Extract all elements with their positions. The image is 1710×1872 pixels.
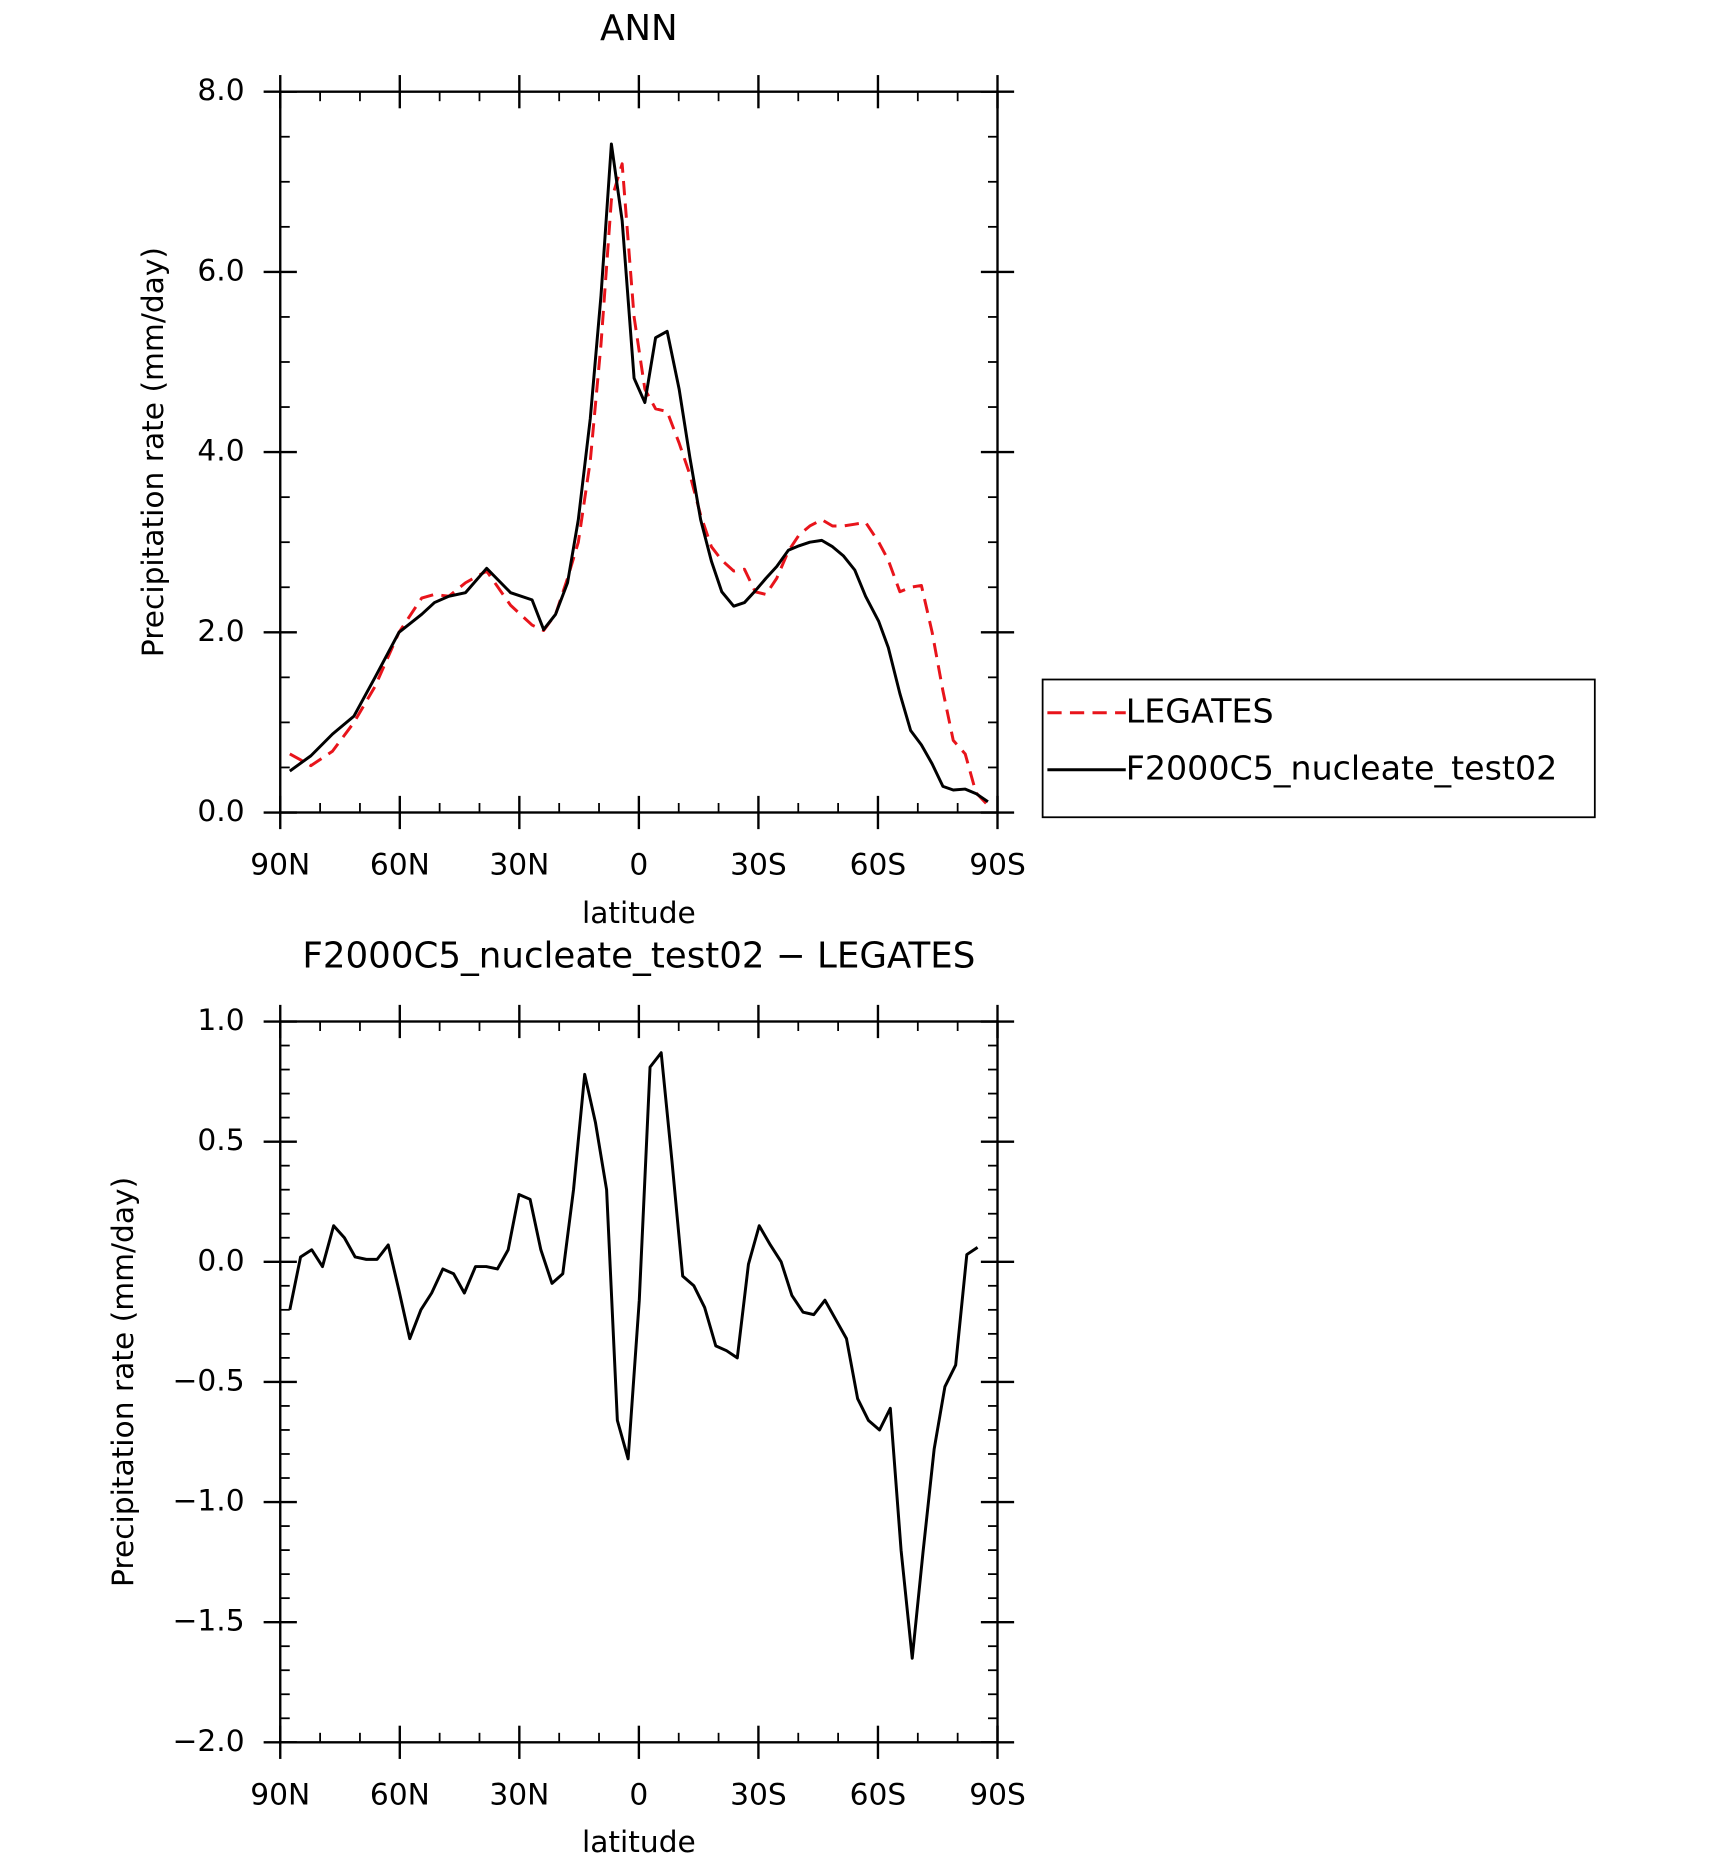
x-tick-label: 30S bbox=[730, 1776, 787, 1811]
x-tick-label: 30N bbox=[489, 1776, 549, 1811]
plot-frame bbox=[279, 1020, 999, 1744]
y-tick-label: −1.0 bbox=[173, 1483, 245, 1518]
x-tick-label: 60S bbox=[850, 846, 907, 881]
chart-title: ANN bbox=[600, 8, 678, 49]
y-tick-label: 0.5 bbox=[197, 1122, 244, 1157]
y-tick-label: 1.0 bbox=[197, 1002, 244, 1037]
y-axis-label: Precipitation rate (mm/day) bbox=[105, 1177, 140, 1587]
x-tick-label: 0 bbox=[629, 846, 648, 881]
x-axis-label: latitude bbox=[582, 1824, 696, 1859]
y-tick-label: 8.0 bbox=[197, 72, 244, 107]
y-tick-label: −2.0 bbox=[173, 1723, 245, 1758]
legend-label: LEGATES bbox=[1126, 691, 1274, 730]
x-tick-label: 90N bbox=[250, 1776, 310, 1811]
x-tick-label: 30S bbox=[730, 846, 787, 881]
y-tick-label: −0.5 bbox=[173, 1362, 245, 1397]
y-tick-label: 2.0 bbox=[197, 613, 244, 648]
y-axis-label: Precipitation rate (mm/day) bbox=[135, 247, 170, 657]
x-tick-label: 60N bbox=[370, 1776, 430, 1811]
legend-label: F2000C5_nucleate_test02 bbox=[1126, 748, 1558, 787]
y-tick-label: 0.0 bbox=[197, 1242, 244, 1277]
plot-frame bbox=[279, 90, 999, 814]
data-line bbox=[288, 1051, 979, 1660]
y-tick-label: 0.0 bbox=[197, 793, 244, 828]
legend-box bbox=[1041, 678, 1596, 819]
x-axis-label: latitude bbox=[582, 895, 696, 930]
x-tick-label: 0 bbox=[629, 1776, 648, 1811]
data-line bbox=[289, 162, 990, 807]
x-tick-label: 30N bbox=[489, 846, 549, 881]
x-tick-label: 90S bbox=[969, 846, 1026, 881]
y-tick-label: 4.0 bbox=[197, 433, 244, 468]
x-tick-label: 60N bbox=[370, 846, 430, 881]
y-tick-label: 6.0 bbox=[197, 252, 244, 287]
x-tick-label: 90N bbox=[250, 846, 310, 881]
chart-title: F2000C5_nucleate_test02 − LEGATES bbox=[302, 935, 975, 976]
y-tick-label: −1.5 bbox=[173, 1603, 245, 1638]
x-tick-label: 60S bbox=[850, 1776, 907, 1811]
data-line bbox=[288, 142, 989, 803]
x-tick-label: 90S bbox=[969, 1776, 1026, 1811]
